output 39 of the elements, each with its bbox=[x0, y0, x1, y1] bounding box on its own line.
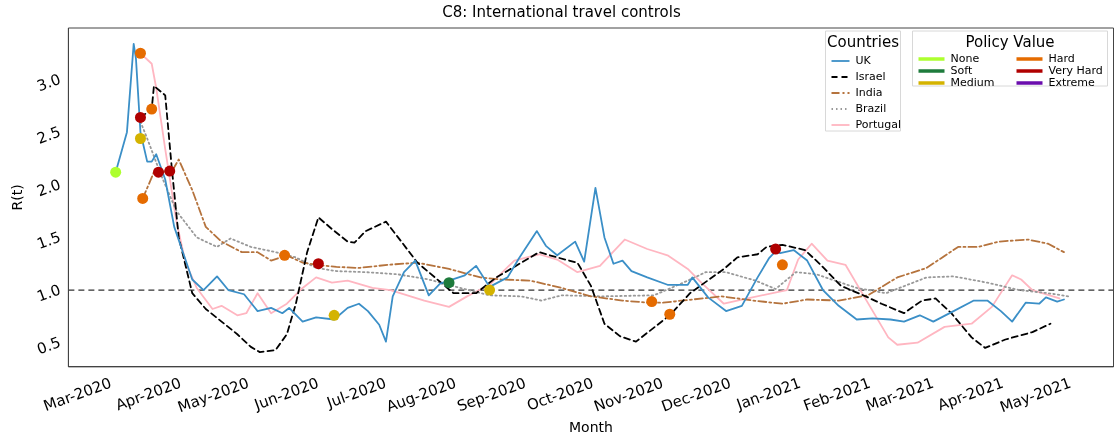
point bbox=[110, 166, 122, 178]
legend-label: Hard bbox=[1048, 51, 1075, 65]
point bbox=[664, 308, 676, 320]
y-tick-label: 2.0 bbox=[34, 175, 64, 201]
y-tick-label: 3.0 bbox=[34, 70, 64, 96]
y-tick-label: 1.0 bbox=[34, 280, 64, 306]
chart-title: C8: International travel controls bbox=[442, 2, 681, 21]
point bbox=[134, 111, 146, 123]
point bbox=[279, 249, 291, 261]
point bbox=[770, 243, 782, 255]
legend-label: Soft bbox=[950, 63, 973, 77]
point bbox=[328, 309, 340, 321]
legend-label: Brazil bbox=[855, 101, 887, 115]
legend-label: UK bbox=[855, 53, 872, 67]
legend-title: Countries bbox=[827, 32, 900, 51]
point bbox=[137, 192, 149, 204]
y-tick-label: 1.5 bbox=[34, 227, 64, 253]
point bbox=[134, 47, 146, 59]
x-axis-title: Month bbox=[568, 419, 613, 436]
point bbox=[312, 258, 324, 270]
legend-label: Extreme bbox=[1048, 75, 1096, 89]
annotation: Policy Value bbox=[965, 32, 1055, 51]
legend-label: Portugal bbox=[855, 117, 902, 131]
point bbox=[646, 296, 658, 308]
legend-label: Medium bbox=[950, 75, 995, 89]
point bbox=[776, 259, 788, 271]
point bbox=[443, 277, 455, 289]
legend-label: India bbox=[855, 85, 883, 99]
y-tick-label: 0.5 bbox=[34, 333, 64, 359]
point bbox=[146, 103, 158, 115]
y-axis-title: R(t) bbox=[9, 184, 26, 211]
legend-label: Very Hard bbox=[1048, 63, 1103, 77]
point bbox=[484, 284, 496, 296]
point bbox=[164, 165, 176, 177]
point bbox=[134, 133, 146, 144]
point bbox=[152, 166, 164, 178]
legend-label: Israel bbox=[855, 69, 886, 83]
legend-label: None bbox=[950, 51, 980, 65]
y-tick-label: 2.5 bbox=[34, 122, 64, 148]
